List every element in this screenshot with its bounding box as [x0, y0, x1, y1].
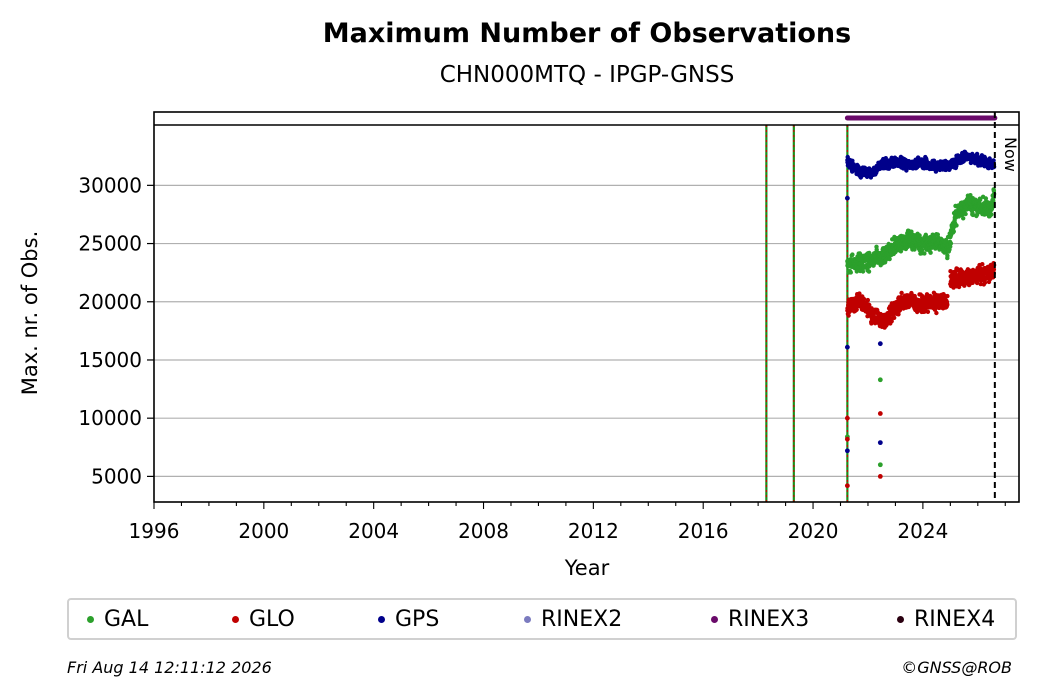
- x-tick-label: 2008: [458, 519, 509, 543]
- data-point-gal: [961, 216, 966, 221]
- data-point-glo: [846, 313, 851, 318]
- outlier-point-gps: [877, 341, 883, 347]
- y-tick-label: 5000: [91, 464, 142, 488]
- legend-label: RINEX4: [914, 606, 996, 632]
- legend-label: GLO: [249, 606, 295, 632]
- x-tick-label: 2020: [788, 519, 839, 543]
- footer-credit: ©GNSS@ROB: [901, 658, 1012, 677]
- data-point-glo: [869, 321, 874, 326]
- data-point-gal: [978, 197, 983, 202]
- outlier-point-glo: [844, 483, 850, 489]
- data-point-gal: [989, 212, 994, 217]
- data-point-gps: [974, 151, 980, 157]
- data-point-gal: [970, 212, 976, 218]
- legend-item-gal: GAL: [87, 600, 148, 638]
- data-point-gal: [898, 249, 904, 254]
- x-tick-label: 2000: [238, 519, 289, 543]
- data-point-gal: [954, 223, 959, 228]
- rinex2-marker-icon: [524, 615, 531, 623]
- y-axis-label: Max. nr. of Obs.: [18, 231, 42, 396]
- legend-item-gps: GPS: [378, 600, 439, 638]
- data-point-glo: [865, 297, 870, 303]
- legend: GAL GLO GPS RINEX2 RINEX3 RINEX4: [67, 598, 1017, 640]
- data-point-glo: [991, 267, 997, 272]
- data-point-gal: [854, 269, 859, 274]
- data-point-glo: [945, 293, 950, 299]
- data-point-glo: [899, 290, 904, 296]
- chart-title: Maximum Number of Observations: [323, 18, 851, 49]
- data-point-glo: [934, 310, 939, 316]
- legend-item-rinex3: RINEX3: [711, 600, 809, 638]
- data-point-gal: [983, 196, 989, 201]
- data-point-glo: [889, 319, 894, 324]
- y-tick-label: 15000: [78, 348, 142, 372]
- outlier-point-gps: [877, 440, 883, 446]
- outlier-point-gps: [844, 344, 850, 350]
- outlier-point-glo: [844, 415, 850, 421]
- data-point-glo: [867, 302, 872, 308]
- outlier-point-gps: [844, 195, 850, 201]
- data-point-gal: [951, 229, 956, 234]
- x-tick-label: 2012: [568, 519, 619, 543]
- data-point-gal: [861, 265, 866, 271]
- legend-label: RINEX3: [728, 606, 810, 632]
- data-point-glo: [974, 280, 980, 286]
- legend-item-rinex2: RINEX2: [524, 600, 622, 638]
- data-point-gal: [860, 269, 866, 274]
- data-point-gal: [850, 252, 855, 257]
- data-point-glo: [925, 309, 931, 314]
- data-point-gal: [866, 269, 872, 274]
- data-point-glo: [896, 312, 901, 317]
- data-point-glo: [982, 280, 988, 285]
- gal-marker-icon: [87, 615, 94, 623]
- data-point-gal: [968, 193, 973, 198]
- data-point-glo: [892, 315, 897, 320]
- data-point-gal: [920, 247, 925, 253]
- legend-label: RINEX2: [541, 606, 623, 632]
- x-tick-label: 2004: [348, 519, 399, 543]
- data-point-glo: [854, 307, 859, 312]
- x-tick-label: 2016: [678, 519, 729, 543]
- x-axis-label: Year: [564, 556, 610, 580]
- y-tick-label: 30000: [78, 173, 142, 197]
- data-point-glo: [861, 296, 867, 302]
- y-tick-label: 20000: [78, 290, 142, 314]
- y-tick-label: 25000: [78, 232, 142, 256]
- data-point-gal: [945, 253, 950, 258]
- rinex4-marker-icon: [897, 615, 904, 623]
- glo-marker-icon: [232, 615, 239, 623]
- data-point-gal: [963, 211, 968, 217]
- outlier-point-gps: [844, 448, 850, 454]
- outlier-point-glo: [877, 411, 883, 416]
- footer-timestamp: Fri Aug 14 12:11:12 2026: [67, 658, 272, 677]
- y-tick-label: 10000: [78, 406, 142, 430]
- data-point-gps: [991, 158, 996, 163]
- data-point-gal: [848, 270, 853, 275]
- data-point-glo: [980, 262, 985, 267]
- chart-subtitle: CHN000MTQ - IPGP-GNSS: [440, 62, 735, 88]
- now-label: Now: [1001, 137, 1020, 172]
- data-point-gal: [948, 241, 954, 246]
- plot-frame: [153, 111, 1020, 503]
- plot-area: 5000 10000 15000 20000 25000 30000 1996 2000 200…: [78, 111, 1020, 543]
- x-tick-label: 1996: [129, 519, 180, 543]
- outlier-point-gal: [877, 462, 883, 468]
- rinex3-marker-icon: [711, 615, 718, 623]
- outlier-point-glo: [844, 436, 850, 442]
- outlier-point-glo: [877, 473, 883, 479]
- x-tick-label: 2024: [897, 519, 948, 543]
- outlier-point-gal: [877, 377, 883, 383]
- legend-item-glo: GLO: [232, 600, 295, 638]
- data-point-gal: [928, 250, 933, 255]
- data-point-gal: [887, 256, 892, 262]
- gps-marker-icon: [378, 615, 385, 623]
- legend-label: GPS: [395, 606, 440, 632]
- data-point-gal: [922, 251, 927, 256]
- data-point-gps: [850, 158, 855, 163]
- legend-item-rinex4: RINEX4: [897, 600, 995, 638]
- data-point-glo: [945, 302, 950, 307]
- legend-label: GAL: [104, 606, 149, 632]
